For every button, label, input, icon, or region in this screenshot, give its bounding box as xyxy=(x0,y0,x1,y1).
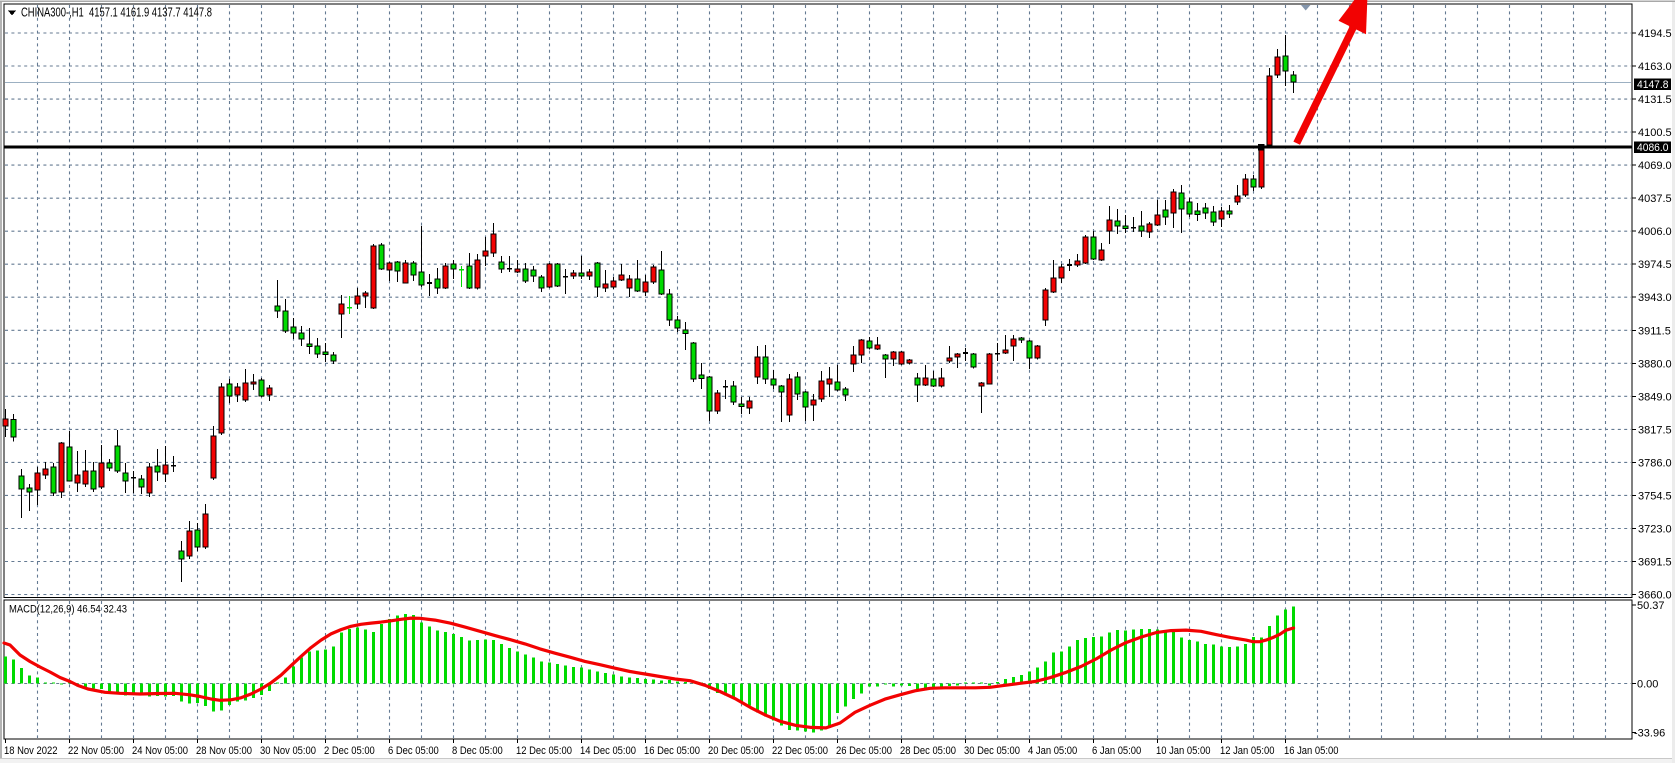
svg-text:28 Dec 05:00: 28 Dec 05:00 xyxy=(900,745,956,757)
svg-text:4006.0: 4006.0 xyxy=(1638,226,1672,238)
svg-text:4147.8: 4147.8 xyxy=(1637,79,1669,91)
svg-text:4131.5: 4131.5 xyxy=(1638,94,1672,106)
svg-text:3943.0: 3943.0 xyxy=(1638,292,1672,304)
svg-text:8 Dec 05:00: 8 Dec 05:00 xyxy=(452,745,503,757)
svg-text:12 Jan 05:00: 12 Jan 05:00 xyxy=(1220,745,1275,757)
svg-text:12 Dec 05:00: 12 Dec 05:00 xyxy=(516,745,572,757)
svg-text:3786.0: 3786.0 xyxy=(1638,457,1672,469)
svg-text:3754.5: 3754.5 xyxy=(1638,490,1672,502)
svg-text:4163.0: 4163.0 xyxy=(1638,61,1672,73)
svg-text:0.00: 0.00 xyxy=(1637,679,1658,691)
svg-text:26 Dec 05:00: 26 Dec 05:00 xyxy=(836,745,892,757)
svg-text:30 Dec 05:00: 30 Dec 05:00 xyxy=(964,745,1020,757)
svg-text:4069.0: 4069.0 xyxy=(1638,160,1672,172)
svg-text:16 Dec 05:00: 16 Dec 05:00 xyxy=(644,745,700,757)
svg-text:3660.0: 3660.0 xyxy=(1638,590,1672,602)
svg-text:28 Nov 05:00: 28 Nov 05:00 xyxy=(196,745,252,757)
svg-text:3911.5: 3911.5 xyxy=(1638,325,1671,337)
svg-text:3723.0: 3723.0 xyxy=(1638,524,1672,536)
svg-text:CHINA300-,H1 4157.1 4161.9 41: CHINA300-,H1 4157.1 4161.9 4137.7 4147.8 xyxy=(21,6,212,20)
svg-text:3817.5: 3817.5 xyxy=(1638,424,1672,436)
svg-text:4037.5: 4037.5 xyxy=(1638,193,1672,205)
svg-text:22 Nov 05:00: 22 Nov 05:00 xyxy=(68,745,124,757)
svg-text:3849.0: 3849.0 xyxy=(1638,391,1672,403)
svg-text:50.37: 50.37 xyxy=(1637,600,1665,612)
svg-text:20 Dec 05:00: 20 Dec 05:00 xyxy=(708,745,764,757)
svg-text:3880.0: 3880.0 xyxy=(1638,358,1672,370)
svg-text:3691.5: 3691.5 xyxy=(1638,557,1672,569)
svg-text:10 Jan 05:00: 10 Jan 05:00 xyxy=(1156,745,1211,757)
svg-text:-33.96: -33.96 xyxy=(1634,728,1665,740)
svg-text:4194.5: 4194.5 xyxy=(1638,28,1672,40)
svg-text:4086.0: 4086.0 xyxy=(1637,142,1669,154)
svg-text:14 Dec 05:00: 14 Dec 05:00 xyxy=(580,745,636,757)
svg-text:6 Dec 05:00: 6 Dec 05:00 xyxy=(388,745,439,757)
svg-text:22 Dec 05:00: 22 Dec 05:00 xyxy=(772,745,828,757)
svg-text:6 Jan 05:00: 6 Jan 05:00 xyxy=(1092,745,1141,757)
svg-text:4 Jan 05:00: 4 Jan 05:00 xyxy=(1028,745,1077,757)
svg-text:2 Dec 05:00: 2 Dec 05:00 xyxy=(324,745,375,757)
svg-text:30 Nov 05:00: 30 Nov 05:00 xyxy=(260,745,316,757)
svg-text:3974.5: 3974.5 xyxy=(1638,259,1672,271)
svg-text:MACD(12,26,9) 46.54 32.43: MACD(12,26,9) 46.54 32.43 xyxy=(9,604,127,616)
svg-text:4100.5: 4100.5 xyxy=(1638,127,1672,139)
svg-text:18 Nov 2022: 18 Nov 2022 xyxy=(4,745,58,757)
svg-text:24 Nov 05:00: 24 Nov 05:00 xyxy=(132,745,188,757)
svg-text:16 Jan 05:00: 16 Jan 05:00 xyxy=(1284,745,1339,757)
